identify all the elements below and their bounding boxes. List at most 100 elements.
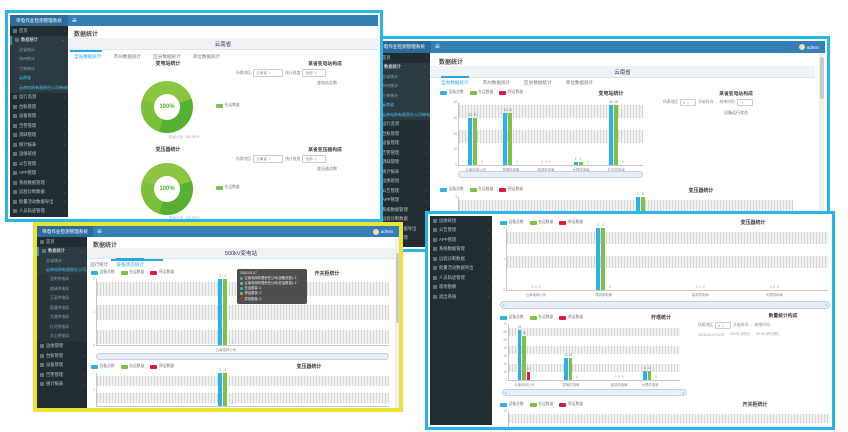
app-logo[interactable]: 带电作业检测管理系统 xyxy=(10,15,68,26)
sidebar-item[interactable]: 曲靖供电局 xyxy=(37,284,87,294)
sidebar-item[interactable]: 远程诊断数据 › xyxy=(10,188,68,198)
scroll-right-icon[interactable]: ▸ xyxy=(682,390,685,395)
sidebar-toggle-icon[interactable]: ≡ xyxy=(97,226,102,236)
sidebar-item[interactable]: 运行监测 › xyxy=(10,93,68,103)
legend-item[interactable]: 停运数量 xyxy=(499,90,523,95)
sidebar-item[interactable]: 红河供电局 xyxy=(37,322,87,332)
vertical-scrollbar[interactable] xyxy=(819,53,824,247)
sidebar-item[interactable]: 运维管理 › xyxy=(37,342,87,352)
scroll-left-icon[interactable]: ◂ xyxy=(502,303,505,307)
scroll-left-icon[interactable]: ◂ xyxy=(504,390,507,395)
legend-item[interactable]: 在运数量 xyxy=(120,270,144,275)
sidebar-item[interactable]: 数据统计 ⌄ xyxy=(37,246,87,256)
tab-2[interactable]: 设备状态统计 xyxy=(116,258,144,268)
app-logo[interactable]: 带电作业检测管理系统 xyxy=(373,41,431,53)
sidebar-item[interactable]: 设备管理 › xyxy=(10,112,68,122)
app-logo[interactable]: 带电作业检测管理系统 xyxy=(37,226,93,237)
sidebar-item[interactable]: 工单统计 xyxy=(373,91,430,101)
chart-hscrollbar[interactable]: ◂ ▸ xyxy=(502,389,687,396)
sidebar-item[interactable]: 退出系统 › xyxy=(430,292,492,302)
sidebar-item[interactable]: 首页 › xyxy=(37,237,87,247)
tab-4[interactable]: 单位数据统计 xyxy=(192,54,221,59)
legend-item[interactable]: 停运数量 xyxy=(150,270,174,275)
legend-item[interactable]: 停运数量 xyxy=(559,315,583,320)
sidebar-item[interactable]: 全省统计 xyxy=(37,256,87,266)
sidebar-item[interactable]: 台账管理 › xyxy=(37,351,87,361)
select-dropdown[interactable]: 0 ▾ xyxy=(680,99,697,106)
sidebar-item[interactable]: 系统数据管理 › xyxy=(10,178,68,188)
sidebar-item[interactable]: 公告管理 › xyxy=(430,226,492,236)
sidebar-toggle-icon[interactable]: ≡ xyxy=(72,15,77,25)
sidebar-item[interactable]: 云南电网有限责任公司带电作业分公司 xyxy=(373,110,430,120)
user-menu[interactable]: admin xyxy=(372,228,393,235)
sidebar-item[interactable]: 台账管理 › xyxy=(10,102,68,112)
chart-hscrollbar[interactable] xyxy=(96,353,389,360)
scroll-right-icon[interactable]: ▸ xyxy=(825,303,828,307)
sidebar-item[interactable]: 云南电网有限责任公司带电作业分公司 xyxy=(10,83,68,93)
tab-2[interactable]: 市州数据统计 xyxy=(113,54,142,59)
legend-item[interactable]: 停运数量 xyxy=(559,220,583,225)
scrollbar-thumb[interactable] xyxy=(819,57,824,99)
legend-item[interactable]: 在运数量 xyxy=(529,220,553,225)
sidebar-item[interactable]: 市州统计 xyxy=(373,81,430,91)
sidebar-item[interactable]: 运维班组 › xyxy=(10,150,68,160)
select-dropdown[interactable]: 0 ▾ xyxy=(715,322,732,329)
tab-4[interactable]: 单位数据统计 xyxy=(565,80,594,85)
sidebar-item[interactable]: 批量活动数据导出 › xyxy=(430,264,492,274)
legend-item[interactable]: 在运数量 xyxy=(529,402,553,407)
legend-item[interactable]: 在运数量 xyxy=(469,90,493,95)
sidebar-item[interactable]: 数据统计 ⌄ xyxy=(10,35,68,45)
sidebar-item[interactable]: 设备管理 › xyxy=(37,361,87,371)
select-dropdown[interactable]: 云南省 ▾ xyxy=(253,155,284,163)
user-menu[interactable]: admin xyxy=(798,44,819,50)
sidebar-item[interactable]: APP管理 › xyxy=(10,169,68,179)
sidebar-item[interactable]: 全省统计 xyxy=(10,45,68,55)
sidebar-item[interactable]: 市州统计 xyxy=(10,54,68,64)
tab-3[interactable]: 区县数据统计 xyxy=(524,80,552,85)
sidebar-item[interactable]: APP管理 › xyxy=(430,235,492,245)
legend-item[interactable]: 设备总数 xyxy=(500,220,524,225)
legend-item[interactable]: 设备总数 xyxy=(91,270,115,275)
sidebar-item[interactable]: 云南电网有限责任公司 xyxy=(37,265,87,275)
select-dropdown[interactable]: 云南省 ▾ xyxy=(253,69,284,77)
sidebar-item[interactable]: 云南省 xyxy=(373,100,430,110)
sidebar-item[interactable]: 玉溪供电局 xyxy=(37,294,87,304)
sidebar-item[interactable]: 人员轨迹管理 › xyxy=(10,207,68,217)
sidebar-item[interactable]: 现场勘察 › xyxy=(430,283,492,293)
scrollbar-thumb[interactable] xyxy=(395,253,399,323)
legend-item[interactable]: 停运数量 xyxy=(150,364,174,369)
vertical-scrollbar[interactable] xyxy=(395,237,399,408)
tab-1[interactable]: 全省数据统计 xyxy=(441,76,469,86)
panel-link[interactable]: 变电站总数 xyxy=(317,80,337,85)
sidebar-item[interactable]: 公告管理 › xyxy=(10,159,68,169)
tab-1[interactable]: 运行统计 xyxy=(90,262,109,267)
sidebar-item[interactable]: 批量活动数据导出 › xyxy=(10,197,68,207)
sidebar-item[interactable]: 人员轨迹管理 › xyxy=(430,273,492,283)
sidebar-item[interactable]: 统计报表 › xyxy=(10,140,68,150)
legend-item[interactable]: 设备总数 xyxy=(500,402,524,407)
panel-link[interactable]: 变压器总数 xyxy=(317,166,337,171)
sidebar-item[interactable]: 云南省 xyxy=(10,73,68,83)
chart-hscrollbar[interactable]: ◂ ▸ xyxy=(500,301,830,309)
sidebar-item[interactable]: 首页 › xyxy=(10,26,68,36)
sidebar-item[interactable]: 全省统计 xyxy=(373,72,430,82)
sidebar-item[interactable]: 远程诊断数据 › xyxy=(430,254,492,264)
tab-2[interactable]: 市州数据统计 xyxy=(482,80,511,85)
tab-1[interactable]: 全省数据统计 xyxy=(74,50,102,60)
sidebar-item[interactable]: 消缺管理 › xyxy=(10,131,68,141)
select-dropdown[interactable]: ▾ xyxy=(736,99,753,106)
sidebar-item[interactable]: 昭通供电局 xyxy=(37,303,87,313)
sidebar-item[interactable]: 工单统计 xyxy=(10,64,68,74)
chart-hscrollbar[interactable] xyxy=(458,171,643,178)
legend-item[interactable]: 设备总数 xyxy=(91,364,115,369)
legend-item[interactable]: 停运数量 xyxy=(559,402,583,407)
sidebar-item[interactable]: 统计报表 › xyxy=(37,380,87,390)
legend-item[interactable]: 在运数量 xyxy=(469,187,493,192)
select-dropdown[interactable]: 全部 ▾ xyxy=(302,155,327,163)
legend-item[interactable]: 设备总数 xyxy=(440,187,464,192)
legend-item[interactable]: 在运数量 xyxy=(529,315,553,320)
sidebar-item[interactable]: 告警管理 › xyxy=(37,370,87,380)
sidebar-toggle-icon[interactable]: ≡ xyxy=(435,42,440,51)
legend-item[interactable]: 设备总数 xyxy=(440,90,464,95)
sidebar-item[interactable]: 昆明供电局 xyxy=(37,275,87,285)
